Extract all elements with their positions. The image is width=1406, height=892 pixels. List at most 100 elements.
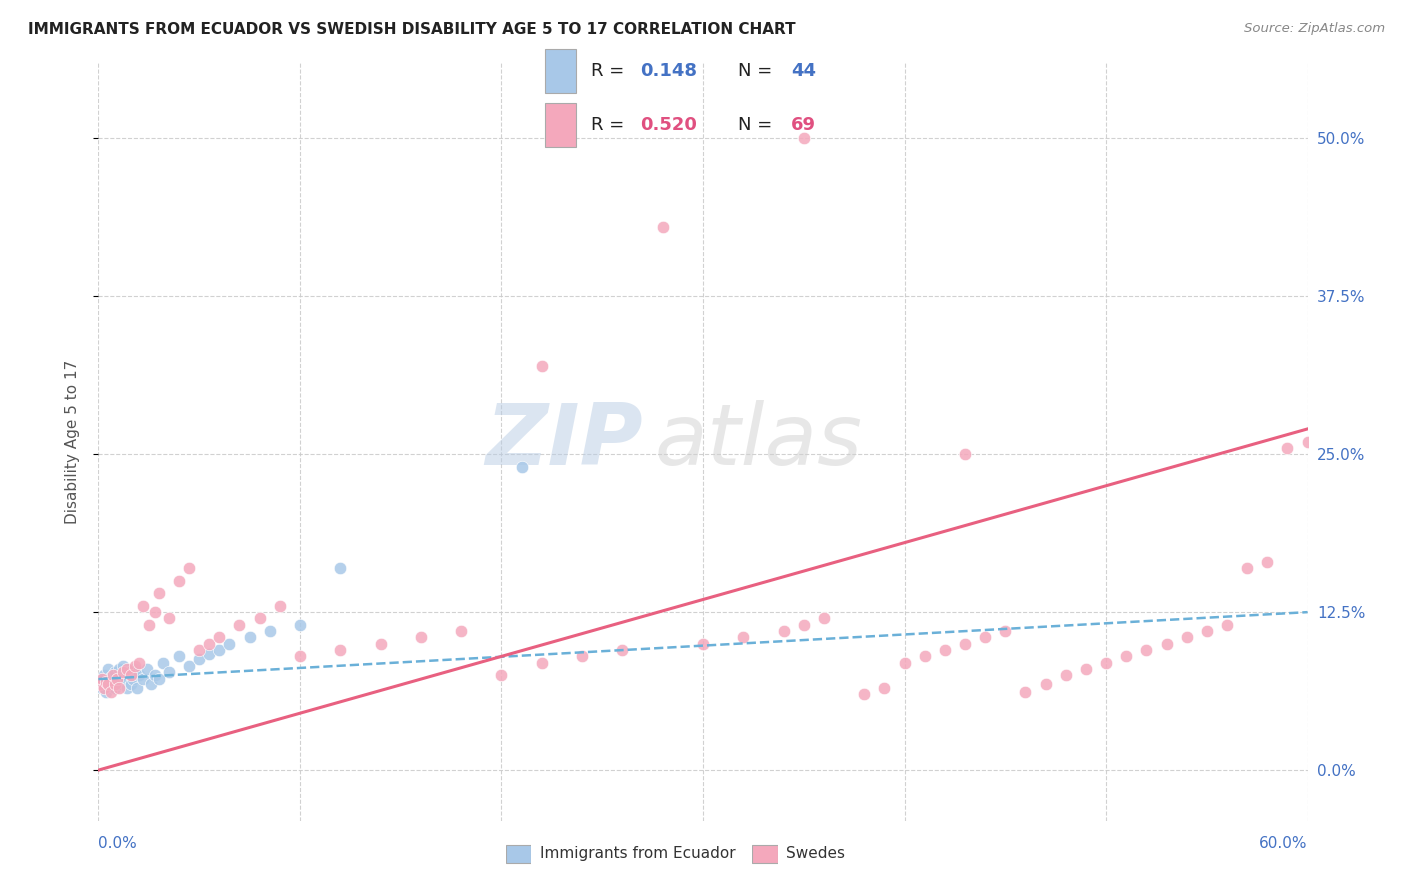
Point: [105, 672, 128, 686]
Point: [772, 624, 794, 639]
Point: [132, 599, 155, 613]
Point: [152, 656, 174, 670]
Point: [111, 659, 134, 673]
Point: [93, 674, 115, 689]
Point: [491, 668, 513, 682]
Point: [269, 599, 291, 613]
Text: 60.0%: 60.0%: [1260, 836, 1308, 851]
Point: [124, 662, 146, 676]
Point: [107, 681, 129, 695]
Point: [118, 665, 141, 679]
Point: [121, 672, 143, 686]
Point: [139, 677, 162, 691]
FancyBboxPatch shape: [544, 49, 576, 94]
Point: [198, 647, 221, 661]
Point: [111, 665, 134, 679]
FancyBboxPatch shape: [506, 846, 531, 863]
Text: 0.0%: 0.0%: [98, 836, 138, 851]
Y-axis label: Disability Age 5 to 17: Disability Age 5 to 17: [65, 359, 80, 524]
Point: [97, 672, 120, 686]
Point: [114, 672, 136, 686]
Point: [793, 131, 815, 145]
Point: [1175, 631, 1198, 645]
Point: [188, 652, 211, 666]
Point: [329, 561, 352, 575]
Point: [208, 643, 231, 657]
Point: [198, 637, 221, 651]
Point: [228, 617, 250, 632]
Point: [103, 681, 125, 695]
Point: [1236, 561, 1258, 575]
Point: [135, 662, 157, 676]
Point: [107, 662, 129, 676]
Point: [510, 459, 533, 474]
Point: [953, 447, 976, 461]
Point: [100, 685, 122, 699]
Point: [853, 687, 876, 701]
Point: [101, 677, 124, 691]
Text: R =: R =: [591, 62, 630, 80]
Point: [259, 624, 281, 639]
Point: [612, 643, 634, 657]
Point: [93, 668, 115, 682]
Point: [953, 637, 976, 651]
Point: [103, 677, 125, 691]
Point: [101, 668, 124, 682]
Point: [530, 359, 553, 373]
Point: [1156, 637, 1178, 651]
Point: [651, 219, 673, 234]
Text: Swedes: Swedes: [786, 847, 845, 861]
Point: [239, 631, 262, 645]
Text: 44: 44: [790, 62, 815, 80]
Point: [107, 677, 129, 691]
Point: [100, 669, 122, 684]
Point: [128, 668, 150, 682]
Point: [120, 668, 142, 682]
Text: 0.148: 0.148: [640, 62, 697, 80]
Point: [97, 662, 120, 676]
Text: ZIP: ZIP: [485, 400, 643, 483]
Point: [530, 656, 553, 670]
Point: [571, 649, 593, 664]
Point: [914, 649, 936, 664]
Point: [167, 649, 190, 664]
Point: [128, 656, 150, 670]
Point: [1277, 441, 1299, 455]
Point: [103, 665, 125, 679]
Point: [89, 677, 111, 691]
Point: [1014, 685, 1036, 699]
Point: [93, 681, 115, 695]
Point: [157, 611, 180, 625]
Point: [1074, 662, 1097, 676]
Point: [91, 672, 114, 686]
Point: [288, 649, 311, 664]
Point: [1216, 617, 1239, 632]
Point: [1195, 624, 1218, 639]
Point: [974, 631, 997, 645]
Text: N =: N =: [738, 116, 778, 134]
Point: [167, 574, 190, 588]
Point: [91, 681, 114, 695]
Point: [994, 624, 1017, 639]
Point: [91, 672, 114, 686]
Point: [329, 643, 352, 657]
Text: R =: R =: [591, 116, 630, 134]
Point: [124, 659, 146, 673]
Point: [873, 681, 896, 695]
Point: [120, 677, 142, 691]
Point: [208, 631, 231, 645]
Point: [188, 643, 211, 657]
Point: [179, 561, 201, 575]
Point: [143, 668, 166, 682]
Point: [148, 672, 170, 686]
Point: [157, 665, 180, 679]
Point: [1054, 668, 1077, 682]
Point: [692, 637, 714, 651]
Point: [179, 659, 201, 673]
Text: 0.520: 0.520: [640, 116, 696, 134]
Point: [1135, 643, 1157, 657]
Text: Source: ZipAtlas.com: Source: ZipAtlas.com: [1244, 22, 1385, 36]
Point: [89, 677, 111, 691]
Point: [96, 677, 118, 691]
Point: [288, 617, 311, 632]
